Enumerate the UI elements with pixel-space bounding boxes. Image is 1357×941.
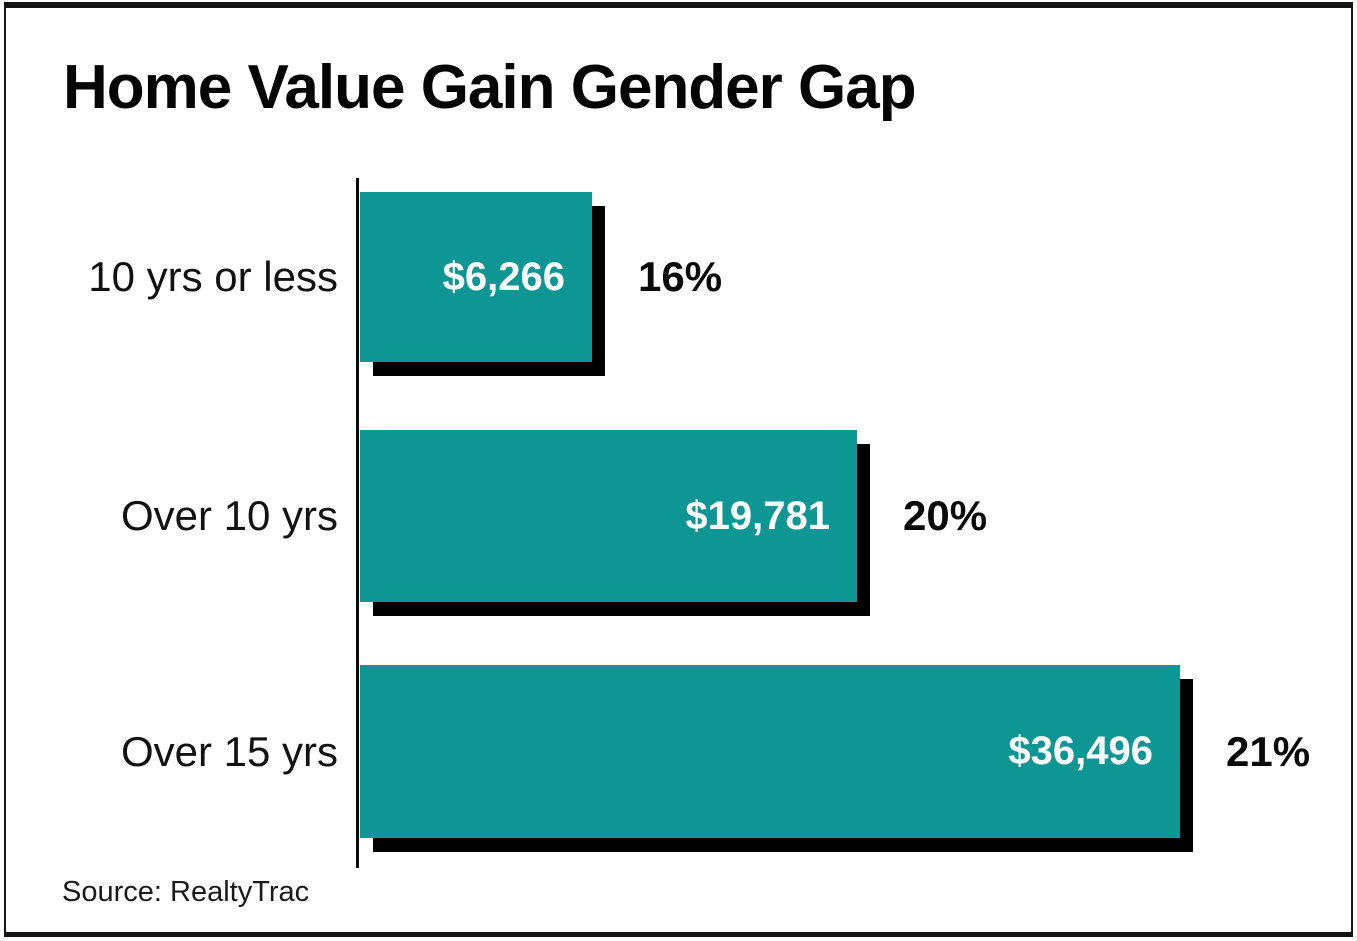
category-label: 10 yrs or less: [88, 253, 338, 300]
chart-title: Home Value Gain Gender Gap: [63, 53, 917, 122]
y-axis-line: [356, 178, 359, 868]
value-bar: $6,266: [360, 192, 592, 362]
bar-row: Over 15 yrs $36,496 21%: [0, 665, 1357, 838]
bar-value-label: $36,496: [1008, 729, 1153, 773]
bar-row: 10 yrs or less $6,266 16%: [0, 192, 1357, 362]
percent-label: 21%: [1226, 727, 1311, 775]
category-label: Over 10 yrs: [120, 492, 338, 539]
percent-label: 20%: [903, 492, 988, 539]
bar-value-label: $6,266: [442, 254, 565, 299]
bar-value-label: $19,781: [685, 493, 830, 538]
percent-label: 16%: [638, 253, 723, 300]
source-attribution: Source: RealtyTrac: [62, 876, 310, 908]
category-label: Over 15 yrs: [120, 727, 338, 775]
value-bar: $19,781: [360, 430, 857, 602]
value-bar: $36,496: [360, 665, 1180, 838]
bar-row: Over 10 yrs $19,781 20%: [0, 430, 1357, 602]
